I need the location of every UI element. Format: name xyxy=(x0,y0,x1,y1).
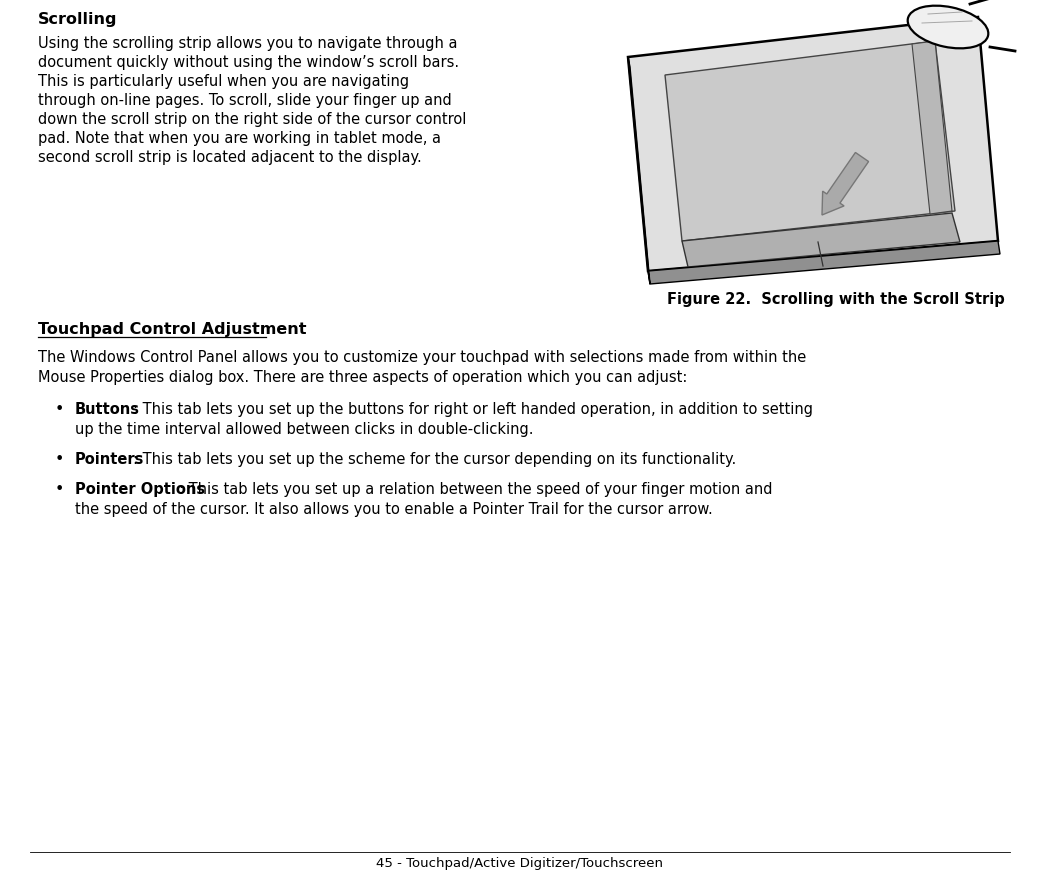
Text: Figure 22.  Scrolling with the Scroll Strip: Figure 22. Scrolling with the Scroll Str… xyxy=(668,291,1005,306)
Polygon shape xyxy=(628,58,650,284)
Text: Pointers: Pointers xyxy=(75,451,145,466)
Text: pad. Note that when you are working in tablet mode, a: pad. Note that when you are working in t… xyxy=(38,131,441,146)
Text: down the scroll strip on the right side of the cursor control: down the scroll strip on the right side … xyxy=(38,112,466,126)
Text: Buttons: Buttons xyxy=(75,401,140,416)
Text: document quickly without using the window’s scroll bars.: document quickly without using the windo… xyxy=(38,55,459,70)
Text: •: • xyxy=(55,481,64,496)
Text: up the time interval allowed between clicks in double-clicking.: up the time interval allowed between cli… xyxy=(75,421,534,436)
Text: : This tab lets you set up a relation between the speed of your finger motion an: : This tab lets you set up a relation be… xyxy=(179,481,773,496)
Text: Using the scrolling strip allows you to navigate through a: Using the scrolling strip allows you to … xyxy=(38,36,458,51)
Text: second scroll strip is located adjacent to the display.: second scroll strip is located adjacent … xyxy=(38,150,422,165)
Ellipse shape xyxy=(908,7,988,49)
Polygon shape xyxy=(682,213,960,268)
Text: : This tab lets you set up the scheme for the cursor depending on its functional: : This tab lets you set up the scheme fo… xyxy=(133,451,736,466)
Text: Touchpad Control Adjustment: Touchpad Control Adjustment xyxy=(38,321,307,336)
FancyArrow shape xyxy=(822,154,868,216)
Text: This is particularly useful when you are navigating: This is particularly useful when you are… xyxy=(38,74,409,89)
Polygon shape xyxy=(628,18,998,271)
Text: •: • xyxy=(55,451,64,466)
Text: 45 - Touchpad/Active Digitizer/Touchscreen: 45 - Touchpad/Active Digitizer/Touchscre… xyxy=(376,856,664,869)
Polygon shape xyxy=(912,42,952,215)
Text: Mouse Properties dialog box. There are three aspects of operation which you can : Mouse Properties dialog box. There are t… xyxy=(38,370,687,385)
Polygon shape xyxy=(648,241,1000,284)
Text: through on-line pages. To scroll, slide your finger up and: through on-line pages. To scroll, slide … xyxy=(38,93,451,108)
Text: Scrolling: Scrolling xyxy=(38,12,118,27)
Text: Pointer Options: Pointer Options xyxy=(75,481,205,496)
Text: the speed of the cursor. It also allows you to enable a Pointer Trail for the cu: the speed of the cursor. It also allows … xyxy=(75,501,712,516)
Text: : This tab lets you set up the buttons for right or left handed operation, in ad: : This tab lets you set up the buttons f… xyxy=(133,401,813,416)
Text: The Windows Control Panel allows you to customize your touchpad with selections : The Windows Control Panel allows you to … xyxy=(38,349,806,364)
Text: •: • xyxy=(55,401,64,416)
Polygon shape xyxy=(665,42,955,241)
